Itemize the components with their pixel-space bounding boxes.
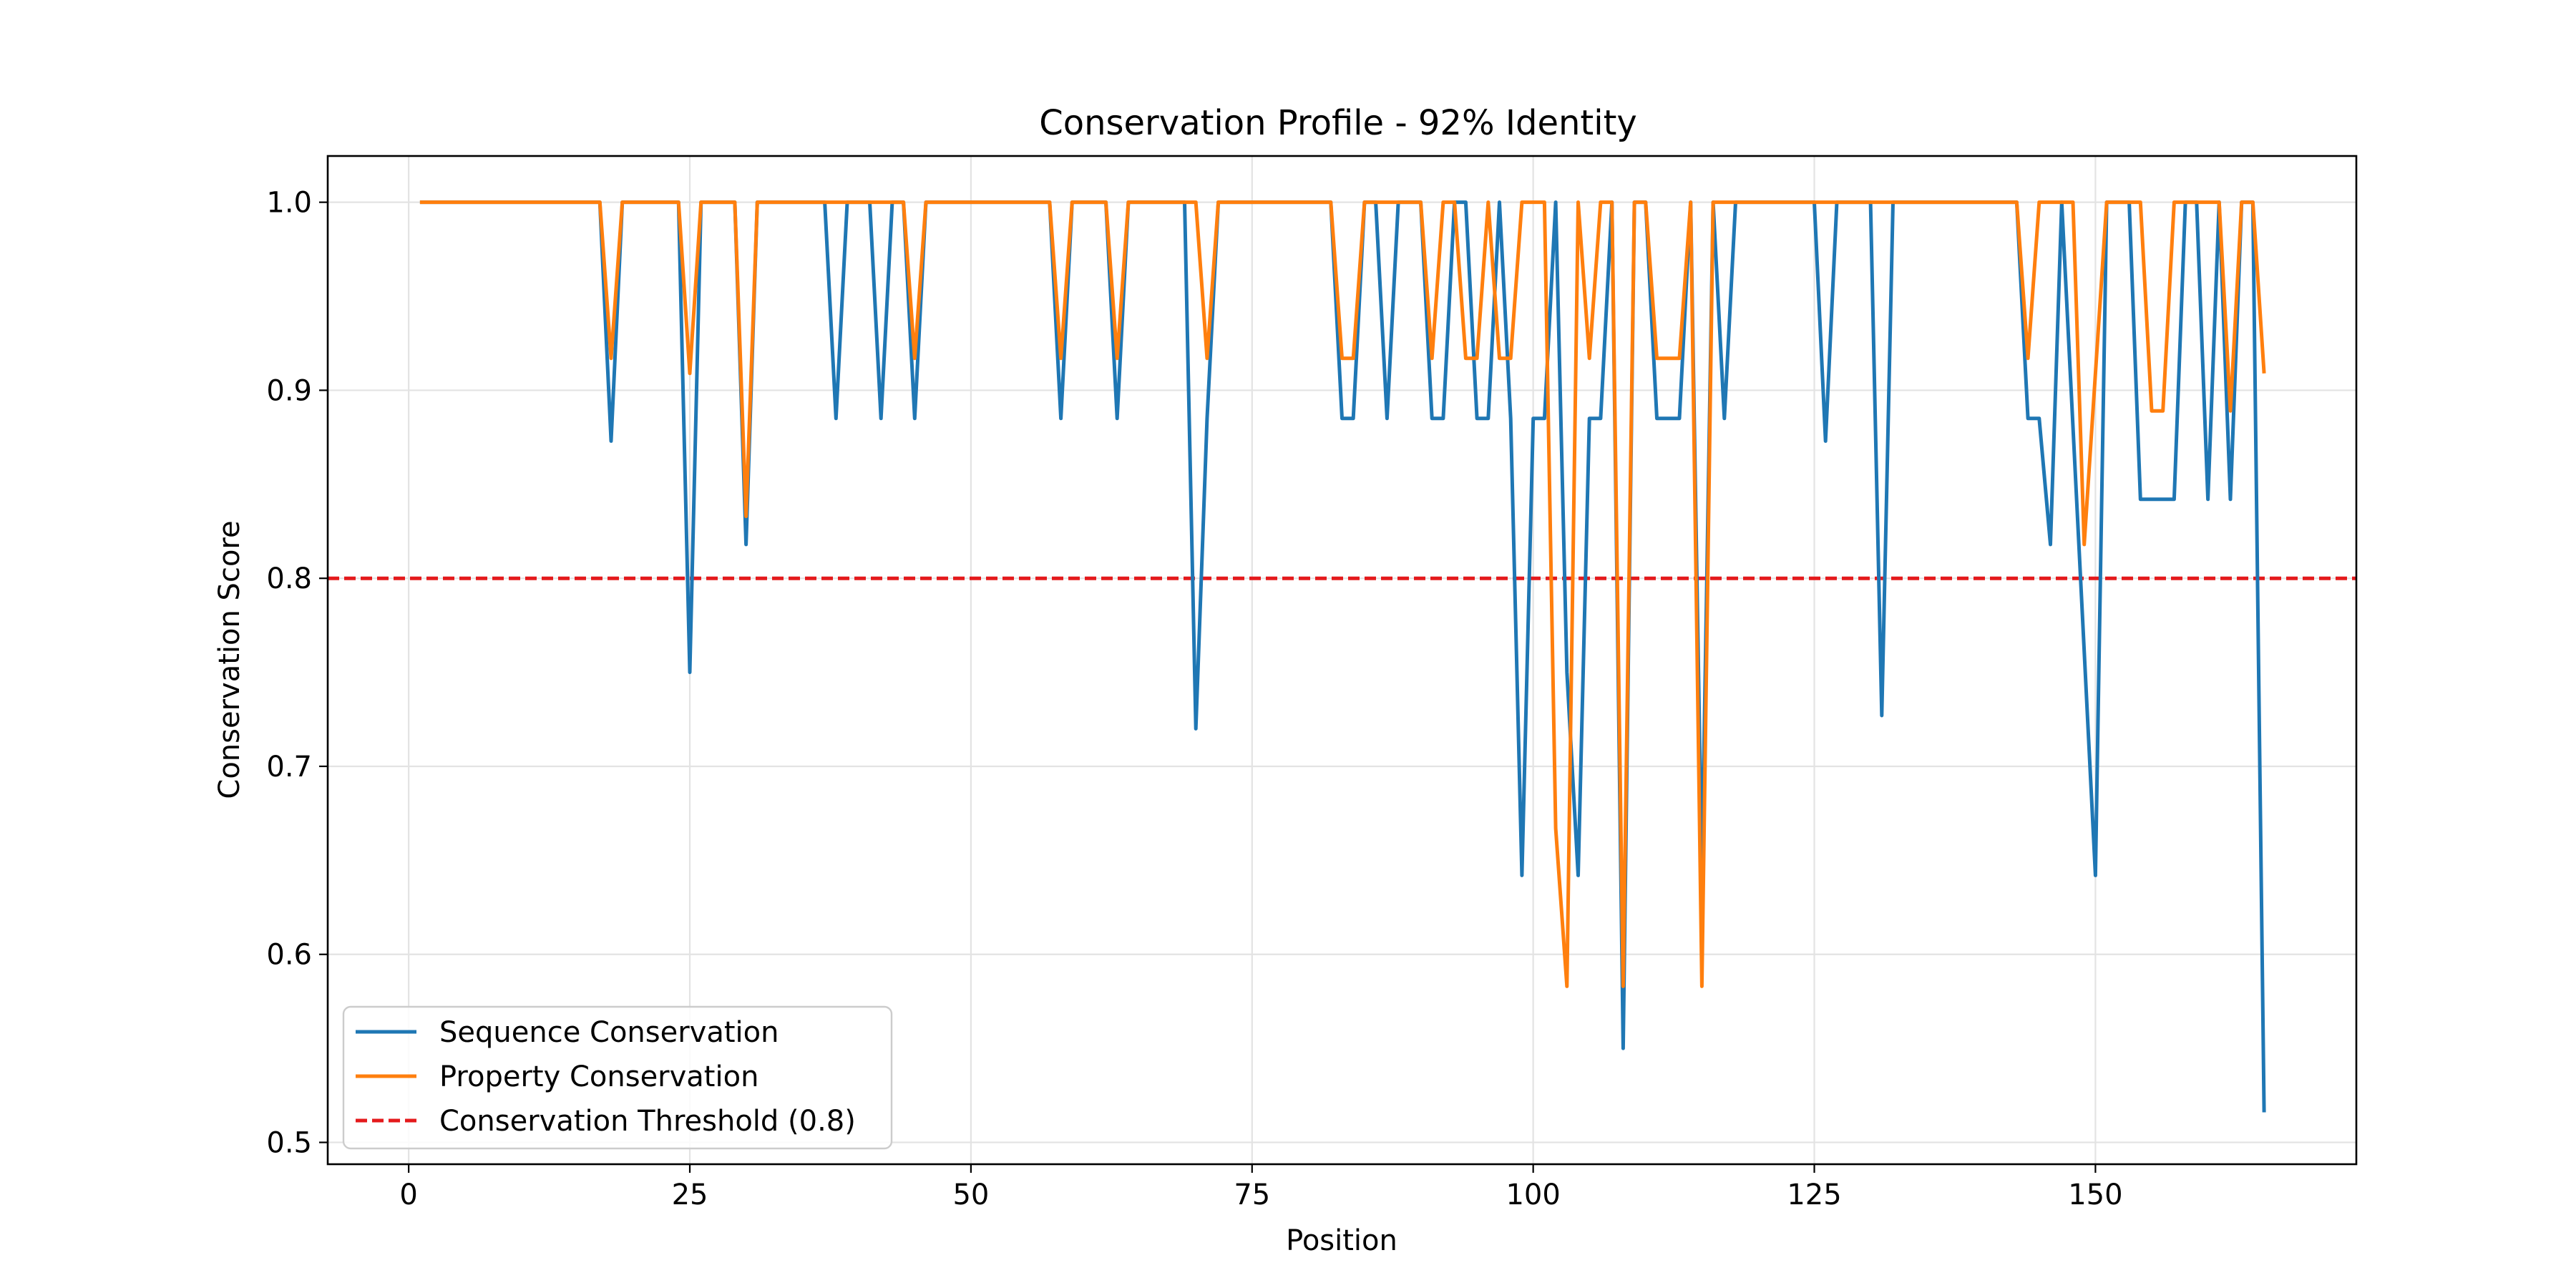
y-axis-label: Conservation Score bbox=[213, 520, 246, 799]
y-tick-label: 1.0 bbox=[266, 187, 312, 220]
x-axis-ticks: 0 25 50 75 100 125 150 bbox=[399, 1164, 2123, 1211]
legend-box bbox=[342, 1005, 893, 1150]
plot-frame bbox=[326, 155, 2358, 1166]
series-line-sequence-conservation bbox=[419, 200, 2266, 1113]
x-tick-label: 125 bbox=[1787, 1179, 1841, 1211]
x-tick-label: 25 bbox=[672, 1179, 708, 1211]
legend-label-property-conservation: Property Conservation bbox=[439, 1060, 758, 1093]
series-layer bbox=[419, 200, 2266, 1113]
chart-title: Conservation Profile - 92% Identity bbox=[1039, 103, 1637, 143]
y-tick-label: 0.5 bbox=[266, 1127, 312, 1160]
y-tick-label: 0.7 bbox=[266, 751, 312, 784]
x-axis-label: Position bbox=[1286, 1224, 1397, 1257]
y-tick-label: 0.9 bbox=[266, 374, 312, 407]
x-tick-label: 100 bbox=[1506, 1179, 1560, 1211]
x-tick-label: 150 bbox=[2068, 1179, 2122, 1211]
x-tick-label: 0 bbox=[399, 1179, 417, 1211]
series-line-property-conservation bbox=[419, 200, 2266, 988]
x-tick-label: 50 bbox=[952, 1179, 989, 1211]
legend: Sequence Conservation Property Conservat… bbox=[342, 1005, 893, 1150]
y-axis-ticks: 0.5 0.6 0.7 0.8 0.9 1.0 bbox=[266, 187, 328, 1160]
legend-label-sequence-conservation: Sequence Conservation bbox=[439, 1016, 779, 1049]
x-tick-label: 75 bbox=[1234, 1179, 1270, 1211]
y-tick-label: 0.8 bbox=[266, 562, 312, 595]
legend-label-threshold: Conservation Threshold (0.8) bbox=[439, 1105, 856, 1138]
y-tick-label: 0.6 bbox=[266, 939, 312, 972]
